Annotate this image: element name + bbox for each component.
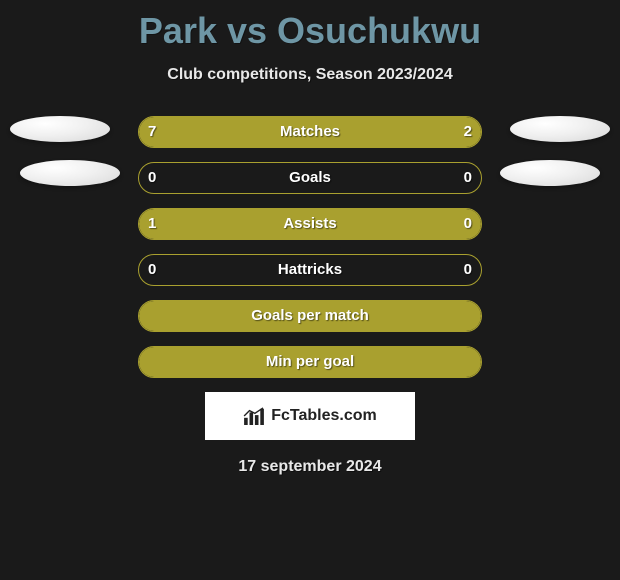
stat-value-right: 0: [464, 254, 472, 286]
stat-row: Matches7 2: [0, 116, 620, 148]
stat-value-left: 0: [148, 254, 156, 286]
chart-icon: [243, 407, 265, 425]
logo-text: FcTables.com: [271, 407, 377, 425]
stat-value-right: 2: [464, 116, 472, 148]
logo-box: FcTables.com: [205, 392, 415, 440]
stat-label: Hattricks: [138, 254, 482, 286]
stat-label: Assists: [138, 208, 482, 240]
stat-value-right: 0: [464, 162, 472, 194]
stat-row: Goals0 0: [0, 162, 620, 194]
stat-label: Matches: [138, 116, 482, 148]
subtitle: Club competitions, Season 2023/2024: [0, 66, 620, 84]
page-title: Park vs Osuchukwu: [0, 0, 620, 52]
comparison-chart: Matches72Goals00Assists10Hattricks00Goal…: [0, 116, 620, 378]
stat-row: Hattricks0 0: [0, 254, 620, 286]
stat-row: Goals per match: [0, 300, 620, 332]
stat-label: Goals per match: [138, 300, 482, 332]
stat-value-left: 0: [148, 162, 156, 194]
stat-row: Min per goal: [0, 346, 620, 378]
stat-row: Assists1 0: [0, 208, 620, 240]
stat-value-left: 7: [148, 116, 156, 148]
stat-label: Goals: [138, 162, 482, 194]
stat-value-right: 0: [464, 208, 472, 240]
stat-label: Min per goal: [138, 346, 482, 378]
date-label: 17 september 2024: [0, 458, 620, 476]
stat-value-left: 1: [148, 208, 156, 240]
